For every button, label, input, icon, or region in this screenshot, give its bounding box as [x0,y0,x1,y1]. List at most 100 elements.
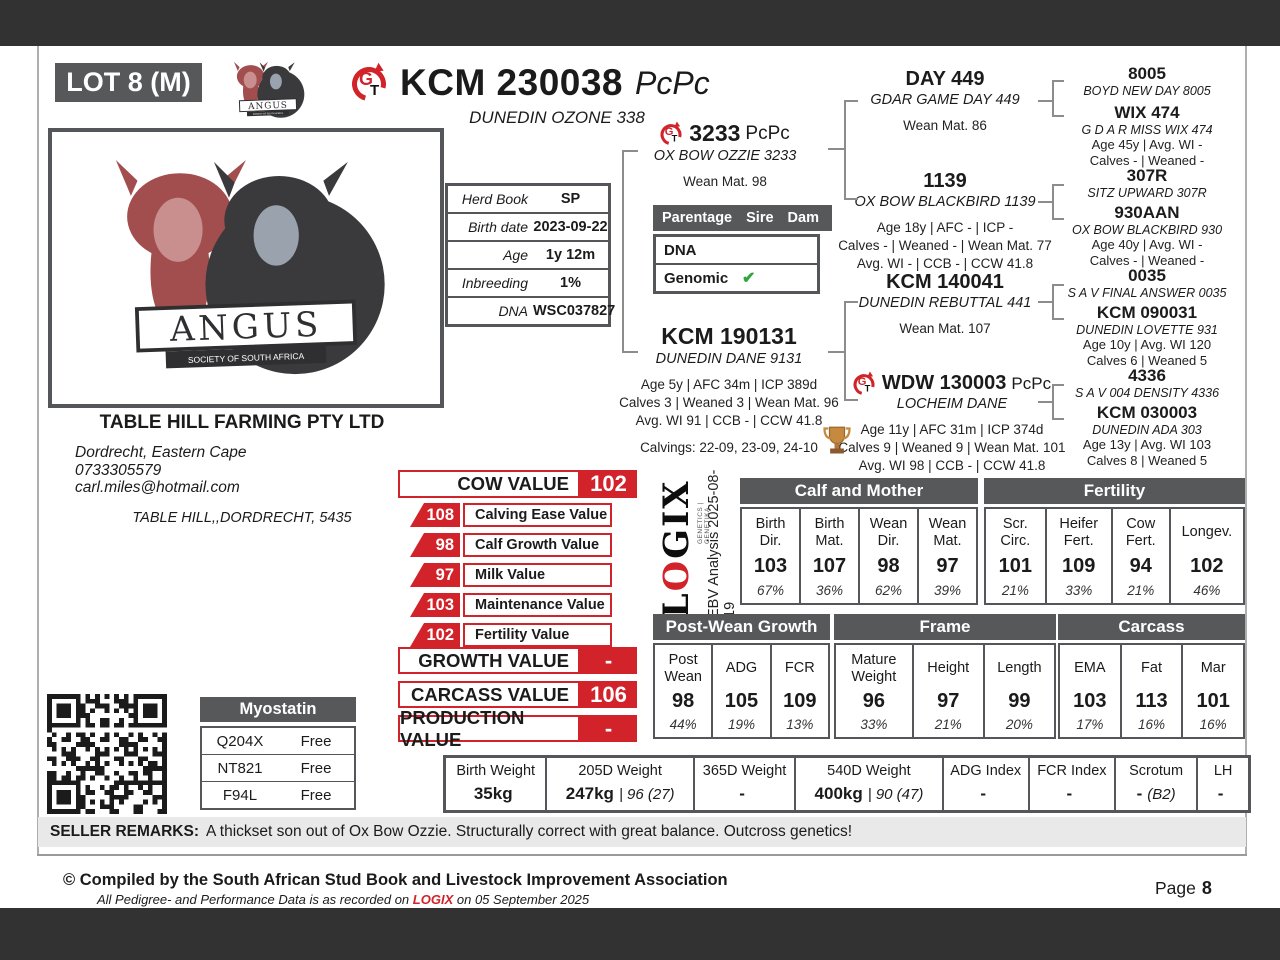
pedigree-connector-line [1054,184,1064,186]
parentage-row-label: DNA [664,241,697,259]
pedigree-sire-sire: DAY 449 GDAR GAME DAY 449 Wean Mat. 86 [870,68,1020,133]
production-value-label: PRODUCTION VALUE [398,707,580,750]
pedigree-connector-line [1038,100,1052,102]
animal-title: G T KCM 230038 PcPc [345,60,710,108]
pedigree-connector-line [1038,401,1052,403]
pedigree-gg-2: WIX 474 G D A R MISS WIX 474 Age 45y | Av… [1081,103,1213,168]
svg-text:ANGUS: ANGUS [168,305,322,350]
gt-letter-t: T [370,82,380,99]
ebv-cell-birth-mat: Birth Mat. 107 36% [801,509,860,603]
myostatin-gene: F94L [222,786,258,804]
pedigree-connector-line [1052,284,1054,320]
page-number: Page 8 [1155,878,1212,898]
maintenance-label: Maintenance Value [463,593,612,617]
pedigree-connector-line [624,351,638,353]
ebv-cell-fat: Fat 113 16% [1122,645,1184,737]
gt-letter-g: G [359,69,374,89]
calf-mother-header: Calf and Mother [740,478,978,504]
parentage-row-label: Genomic [664,269,729,287]
ebv-cell-wean-dir: Wean Dir. 98 62% [860,509,919,603]
pedigree-connector-line [1052,80,1054,117]
weight-540d-cell: 540D Weight 400kg | 90 (47) [796,758,944,810]
myostatin-status: Free [300,786,332,804]
dam-stat: Calves 3 | Weaned 3 | Wean Mat. 96 [619,395,839,410]
parentage-row-dna: DNA [656,237,817,263]
breeder-location: Dordrecht, Eastern Cape [75,444,247,461]
ebv-cell-cow-fert: Cow Fert. 94 21% [1113,509,1171,603]
pedigree-connector-line [622,150,624,353]
ebv-cell-adg: ADG 105 19% [713,645,772,737]
myostatin-status: Free [300,759,332,777]
herd-info-value: 1% [560,275,581,291]
pedigree-connector-line [846,198,858,200]
dam-stat: Avg. WI 91 | CCB - | CCW 41.8 [635,413,823,428]
herd-info-label: Inbreeding [461,275,528,291]
dam-name: DUNEDIN DANE 9131 [655,351,803,367]
pedigree-connector-line [1054,218,1064,220]
ebv-cell-wean-mat: Wean Mat. 97 39% [928,515,967,599]
cow-value: 102 [580,470,637,498]
ebv-analysis-date: EBV Analysis 2025-08-19 [706,469,738,618]
carcass-value-label: CARCASS VALUE [398,681,580,708]
fertility-value-label: Fertility Value [463,623,612,647]
pedigree-gg-6: KCM 090031 DUNEDIN LOVETTE 931 Age 10y | … [1076,303,1218,368]
dam-calvings: Calvings: 22-09, 23-09, 24-10 [640,440,818,455]
page-border-left [37,46,39,855]
growth-value-label: GROWTH VALUE [398,647,580,674]
herd-info-label: Birth date [468,219,528,235]
pedigree-sire-dam: 1139 OX BOW BLACKBIRD 1139 Age 18y | AFC… [838,170,1052,271]
trophy-icon [823,426,851,454]
sire-poll-status: PcPc [745,122,790,144]
pedigree-connector-line [1038,301,1052,303]
myostatin-row: F94L Free [202,781,354,808]
production-value: - [580,715,637,742]
pedigree-connector-line [846,100,858,102]
ebv-cell-mature-weight: Mature Weight 96 33% [836,645,914,737]
ebv-cell-birth-dir: Birth Dir. 103 67% [742,509,801,603]
calf-growth-value: 98 [410,533,460,557]
svg-text:ANGUS: ANGUS [247,101,288,112]
myostatin-header: Myostatin [200,697,356,722]
myostatin-row: Q204X Free [202,728,354,754]
ebv-cell-mar: Mar 101 16% [1196,660,1230,732]
parentage-row-genomic: Genomic ✔ [656,263,817,291]
myostatin-status: Free [300,732,332,750]
parentage-title: Parentage [662,210,733,226]
birth-weight-cell: Birth Weight 35kg [446,758,548,810]
fcr-index-cell: FCR Index - [1030,758,1116,810]
seller-remarks-label: SELLER REMARKS: [50,823,199,840]
ebv-cell-height: Height 97 21% [914,645,985,737]
herd-info-value: 1y 12m [545,247,596,263]
ebv-cell-scr-circ: Scr. Circ. 101 21% [986,509,1047,603]
footer-compiled-by: © Compiled by the South African Stud Boo… [63,871,728,889]
breeder-contact: Dordrecht, Eastern Cape 0733305579 carl.… [75,444,246,497]
ebv-cell-length: Length 99 20% [997,660,1042,732]
myostatin-row: NT821 Free [202,754,354,781]
herd-info-row: Inbreeding 1% [448,270,608,298]
breeder-address: TABLE HILL,,DORDRECHT, 5435 [132,510,352,526]
animal-name: DUNEDIN OZONE 338 [469,108,645,127]
qr-code [47,694,167,814]
herd-info-value: SP [560,191,581,207]
pedigree-connector-line [1054,284,1064,286]
fertility-header: Fertility [984,478,1245,504]
ebv-cell-heifer-fert: Heifer Fert. 109 33% [1047,509,1113,603]
carcass-table: EMA 103 17% Fat 113 16% Mar 101 16% [1058,643,1245,739]
pedigree-connector-line [846,399,858,401]
carcass-header: Carcass [1058,614,1245,640]
pedigree-dam: KCM 190131 DUNEDIN DANE 9131 Age 5y | AF… [604,323,854,457]
lot-number-badge: LOT 8 (M) [55,63,202,102]
parentage-col-dam: Dam [787,210,819,226]
angus-society-logo-small: ANGUS SOCIETY OF SOUTH AFRICA [233,61,305,118]
lh-cell: LH - [1213,763,1233,803]
calf-mother-table: Birth Dir. 103 67% Birth Mat. 107 36% Wean Dir.… [740,507,978,605]
milk-value-label: Milk Value [463,563,612,587]
dam-stat: Age 5y | AFC 34m | ICP 389d [640,377,818,392]
parentage-table: DNA Genomic ✔ [653,234,820,294]
herd-info-value: WSC037827 [533,303,616,319]
pedigree-connector-line [624,150,638,152]
gt-genomic-icon: G T [345,60,393,108]
